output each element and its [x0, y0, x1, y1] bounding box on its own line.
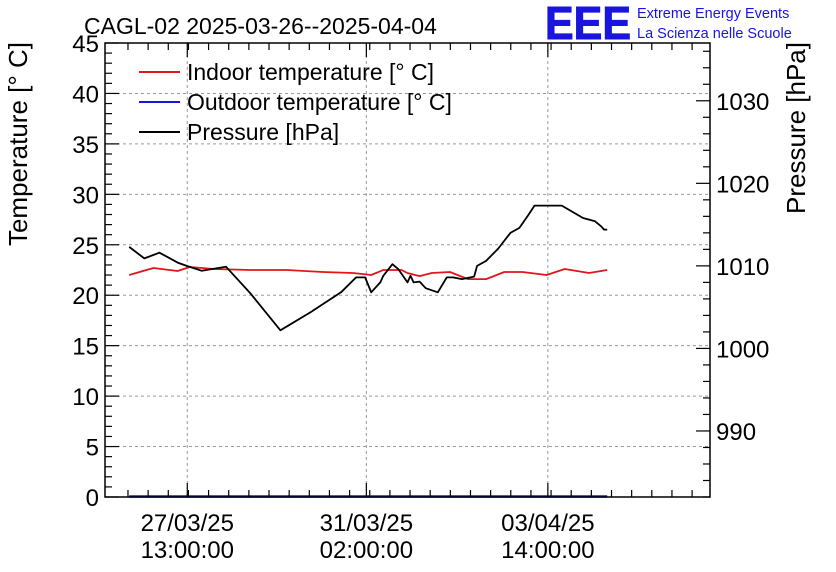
series-line-pressure-hpa [128, 204, 608, 332]
legend: Indoor temperature [° C] Outdoor temperat… [139, 59, 452, 145]
x-tick-label-date: 31/03/25 [320, 510, 413, 537]
y-right-tick-label: 990 [716, 419, 756, 446]
y-left-tick-label: 0 [86, 485, 99, 512]
eee-logo-mark: EEE [545, 0, 631, 49]
y-left-tick-label: 10 [72, 384, 99, 411]
x-tick-label-time: 14:00:00 [501, 537, 594, 564]
axes: 0 5 10 15 20 25 30 35 40 45 990 1000 1010 1020 1030 27/… [72, 31, 769, 564]
legend-label: Pressure [hPa] [187, 119, 339, 145]
y-left-tick-label: 45 [72, 31, 99, 58]
eee-logo-line2: La Scienza nelle Scuole [637, 26, 792, 42]
y-right-axis-label: Pressure [hPa] [781, 42, 811, 214]
plot-frame [104, 42, 711, 498]
y-left-tick-label: 35 [72, 132, 99, 159]
y-left-tick-label: 20 [72, 283, 99, 310]
y-right-tick-label: 1020 [716, 171, 769, 198]
y-left-tick-label: 40 [72, 81, 99, 108]
grid [105, 43, 710, 497]
x-tick-label-time: 02:00:00 [320, 537, 413, 564]
x-tick-label-date: 27/03/25 [141, 510, 234, 537]
y-left-tick-label: 15 [72, 334, 99, 361]
chart-title: CAGL-02 2025-03-26--2025-04-04 [84, 13, 437, 39]
y-right-tick-label: 1000 [716, 336, 769, 363]
y-left-tick-label: 30 [72, 182, 99, 209]
y-right-tick-label: 1030 [716, 89, 769, 116]
y-left-tick-label: 5 [86, 435, 99, 462]
y-left-axis-label: Temperature [° C] [3, 42, 33, 246]
x-tick-label-date: 03/04/25 [501, 510, 594, 537]
y-right-tick-label: 1010 [716, 254, 769, 281]
y-left-tick-label: 25 [72, 233, 99, 260]
x-tick-label-time: 13:00:00 [141, 537, 234, 564]
legend-label: Outdoor temperature [° C] [187, 89, 452, 115]
legend-label: Indoor temperature [° C] [187, 59, 434, 85]
eee-logo-line1: Extreme Energy Events [637, 6, 789, 22]
